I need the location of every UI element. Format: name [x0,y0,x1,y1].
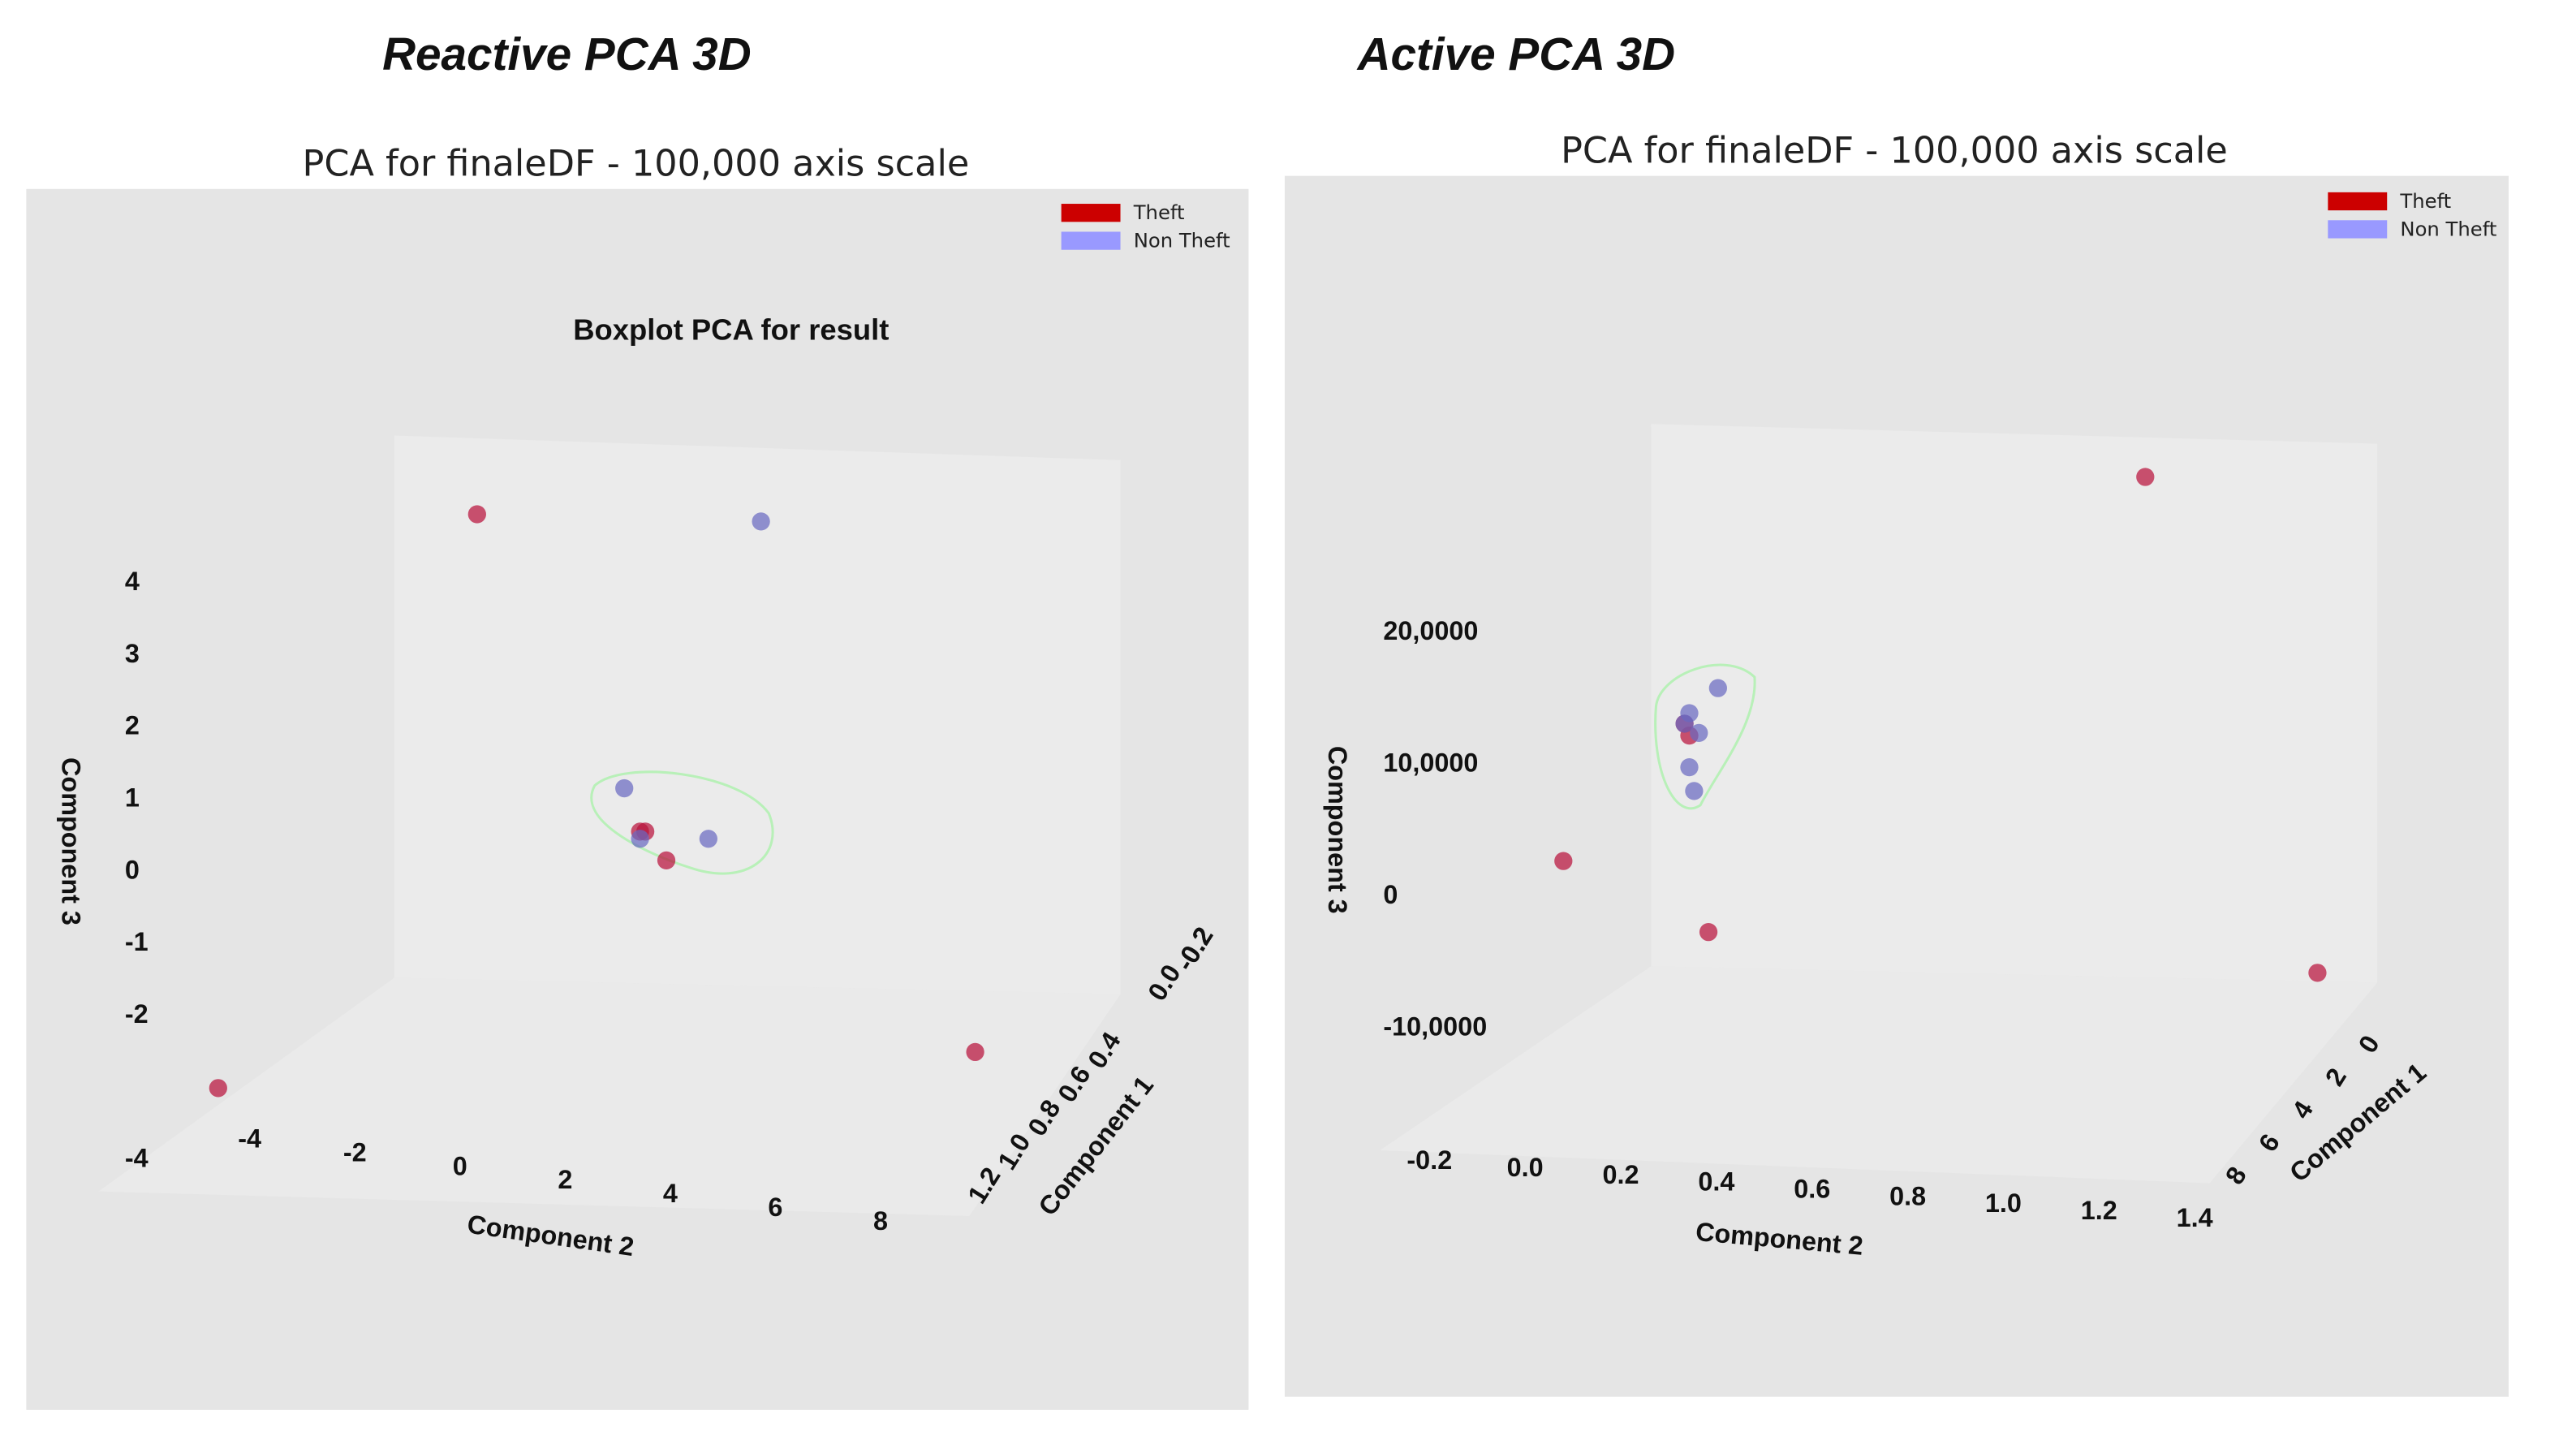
x-tick-label: 1.2 [2081,1196,2117,1225]
legend-swatch [1061,204,1121,222]
x-tick-label: 0.2 [1603,1160,1639,1189]
x-tick-label: 4 [663,1179,678,1208]
x-tick-label: 1.4 [2177,1203,2213,1232]
y-tick-label: -2 [125,999,149,1029]
data-point [209,1079,227,1098]
data-point [1675,714,1694,733]
back-wall [1651,424,2378,983]
y-tick-label: 10,0000 [1383,748,1478,778]
axis-label: Component 3 [56,757,85,925]
y-tick-label: 4 [125,567,140,596]
axis-label: Component 3 [1323,746,1352,914]
y-tick-label: 2 [125,711,140,740]
data-point [752,512,770,531]
outline [1654,663,1756,810]
y-tick-label: 1 [125,783,140,813]
data-point [699,830,717,848]
legend-label: Non Theft [1134,229,1230,252]
legend-swatch [1061,231,1121,250]
data-point [1708,679,1727,697]
chart-title: PCA for finaleDF - 100,000 axis scale [303,142,970,184]
y-tick-label: -1 [125,927,149,956]
y-tick-label: 0 [125,855,140,884]
x-tick-label: 0.4 [1698,1167,1734,1197]
data-point [2136,468,2155,486]
data-point [657,851,676,870]
x-tick-label: 2 [558,1165,572,1194]
y-tick-label: -4 [125,1144,149,1173]
data-point [1690,723,1708,743]
heading: Reactive PCA 3D [382,29,752,80]
x-tick-label: -0.2 [1406,1145,1452,1175]
legend-swatch [2328,192,2388,211]
data-point [1699,923,1718,942]
x-tick-label: 0 [453,1151,467,1180]
data-point [2308,964,2327,982]
x-tick-label: 0.6 [1794,1174,1830,1203]
data-point [615,779,634,798]
floor [98,977,1121,1216]
legend-label: Theft [2399,189,2451,213]
data-point [966,1042,984,1062]
data-point [467,505,486,524]
chart-title: PCA for finaleDF - 100,000 axis scale [1561,129,2228,171]
annotation: Boxplot PCA for result [573,313,889,347]
x-tick-label: 0.0 [1507,1153,1544,1182]
heading: Active PCA 3D [1356,29,1675,80]
data-point [631,830,649,848]
x-tick-label: -4 [238,1124,261,1154]
floor [1380,966,2378,1184]
legend-label: Theft [1133,201,1185,224]
y-tick-label: 3 [125,639,140,668]
back-wall [394,435,1121,994]
data-point [1554,852,1573,870]
data-point [1685,782,1704,800]
x-tick-label: 1.0 [1985,1188,2022,1218]
x-tick-label: 8 [873,1206,888,1236]
legend-swatch [2328,220,2388,239]
legend-label: Non Theft [2400,217,2496,240]
x-tick-label: 0.8 [1889,1181,1926,1210]
x-tick-label: 6 [768,1193,782,1222]
outline [590,770,774,875]
y-tick-label: 20,0000 [1383,616,1478,645]
x-tick-label: -2 [343,1138,367,1167]
data-point [1680,757,1699,777]
y-tick-label: -10,0000 [1383,1012,1487,1042]
y-tick-label: 0 [1383,880,1398,909]
